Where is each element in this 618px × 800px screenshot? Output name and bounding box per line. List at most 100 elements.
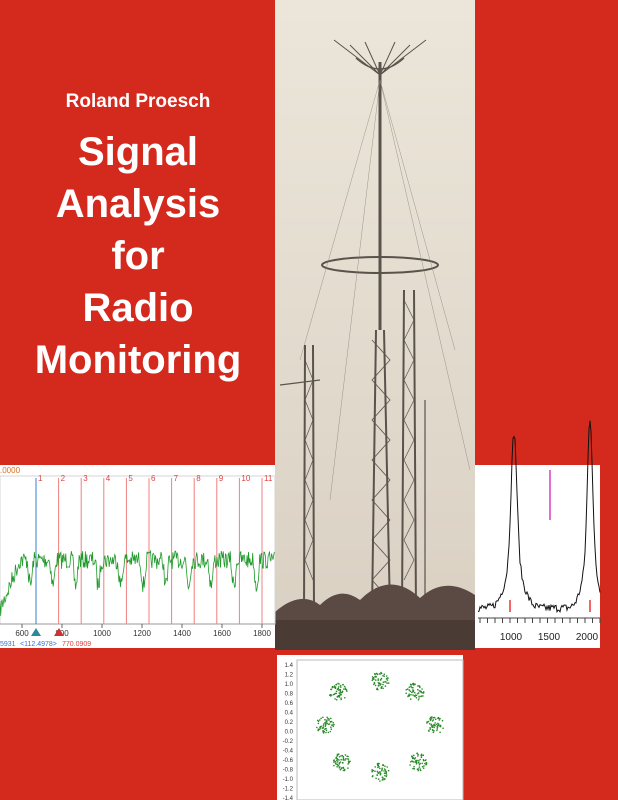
symbol-dot (319, 727, 322, 729)
symbol-dot (331, 685, 334, 688)
x-tick-label: 1500 (538, 632, 561, 643)
symbol-dot (348, 761, 350, 764)
symbol-dot (412, 689, 415, 692)
symbol-dot (417, 755, 419, 757)
symbol-dot (429, 718, 431, 720)
symbol-dot (338, 696, 341, 698)
spectrum-plot: .000012345678910116008001000120014001600… (0, 465, 276, 648)
x-tick-label: 1400 (173, 629, 191, 638)
symbol-dot (340, 697, 342, 699)
symbol-dot (411, 757, 414, 760)
symbol-dot (340, 691, 343, 694)
symbol-dot (418, 695, 420, 698)
symbol-dot (338, 762, 341, 764)
symbol-dot (330, 728, 333, 730)
symbol-dot (422, 758, 425, 761)
symbol-dot (382, 683, 384, 686)
symbol-dot (383, 673, 386, 676)
symbol-dot (439, 725, 442, 727)
y-tick-label: 0.6 (285, 701, 294, 707)
symbol-dot (387, 677, 389, 679)
symbol-dot (335, 763, 338, 765)
symbol-dot (385, 774, 388, 776)
symbol-dot (371, 775, 374, 778)
symbol-dot (329, 720, 332, 723)
symbol-dot (409, 698, 412, 700)
y-tick-label: 0.4 (285, 711, 294, 717)
symbol-dot (383, 675, 386, 678)
symbol-dot (429, 727, 431, 729)
symbol-dot (380, 687, 383, 689)
symbol-dot (408, 693, 411, 695)
symbol-dot (322, 732, 325, 734)
symbol-dot (379, 780, 381, 782)
symbol-dot (419, 769, 422, 772)
symbol-dot (433, 724, 436, 726)
symbol-dot (433, 726, 436, 729)
marker-label: 1 (38, 474, 43, 483)
symbol-dot (413, 768, 416, 770)
symbol-dot (376, 762, 379, 765)
author: Roland Proesch (66, 91, 211, 112)
symbol-dot (344, 759, 346, 761)
symbol-dot (336, 759, 338, 762)
symbol-dot (417, 699, 420, 701)
symbol-dot (419, 758, 421, 761)
symbol-dot (431, 726, 433, 728)
symbol-dot (340, 693, 342, 696)
symbol-dot (409, 764, 411, 766)
symbol-dot (424, 762, 426, 765)
symbol-dot (336, 696, 339, 698)
symbol-dot (349, 760, 351, 763)
symbol-dot (417, 762, 420, 764)
symbol-dot (325, 729, 328, 732)
symbol-dot (373, 678, 375, 681)
symbol-dot (330, 688, 332, 691)
symbol-dot (376, 770, 379, 773)
title-line: Monitoring (35, 338, 242, 382)
symbol-dot (334, 687, 337, 690)
symbol-dot (410, 685, 412, 688)
status-text: <112.4978> (20, 641, 57, 648)
symbol-dot (415, 763, 418, 765)
symbol-dot (336, 763, 339, 766)
symbol-dot (386, 679, 389, 681)
symbol-dot (425, 763, 428, 765)
symbol-dot (410, 693, 412, 696)
symbol-dot (406, 688, 409, 690)
symbol-dot (416, 692, 419, 695)
symbol-dot (335, 692, 338, 695)
title-line: Signal (78, 130, 198, 174)
symbol-dot (324, 722, 326, 724)
symbol-dot (412, 682, 414, 685)
symbol-dot (439, 731, 441, 734)
symbol-dot (338, 756, 341, 758)
symbol-dot (344, 758, 347, 760)
symbol-dot (414, 757, 417, 759)
symbol-dot (376, 687, 379, 690)
y-tick-label: -0.4 (283, 749, 294, 755)
symbol-dot (328, 719, 330, 721)
symbol-dot (371, 769, 373, 771)
symbol-dot (344, 687, 347, 689)
symbol-dot (338, 692, 341, 694)
symbol-dot (431, 729, 434, 731)
symbol-dot (333, 723, 335, 726)
symbol-dot (371, 676, 374, 678)
symbol-dot (340, 758, 343, 761)
symbol-dot (337, 682, 339, 685)
symbol-dot (331, 724, 334, 726)
symbol-dot (375, 672, 378, 675)
symbol-dot (414, 761, 416, 763)
symbol-dot (377, 679, 380, 681)
x-tick-label: 1800 (253, 629, 271, 638)
marker-label: 11 (264, 474, 273, 483)
marker-label: 8 (196, 474, 201, 483)
marker-label: 2 (61, 474, 66, 483)
symbol-dot (343, 688, 345, 690)
symbol-dot (341, 754, 344, 757)
symbol-dot (333, 764, 335, 767)
symbol-dot (374, 770, 376, 772)
symbol-dot (377, 682, 380, 684)
